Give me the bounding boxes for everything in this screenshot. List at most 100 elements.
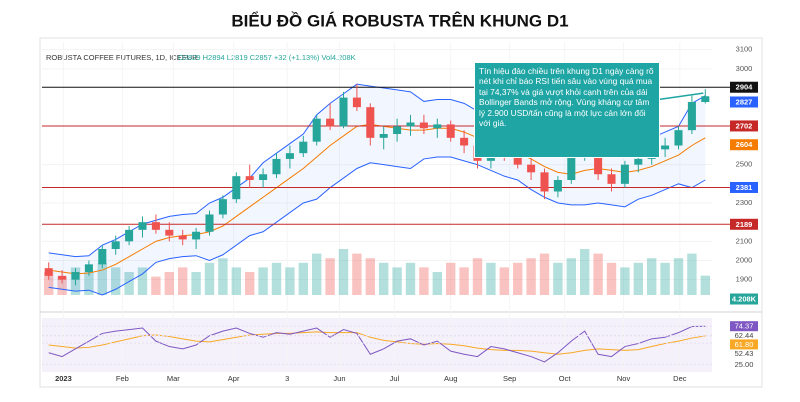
volume-bar xyxy=(218,258,228,295)
candle-body xyxy=(218,199,227,215)
candle-body xyxy=(366,107,375,138)
volume-bar xyxy=(285,267,295,295)
volume-bar xyxy=(405,262,416,295)
candle-body xyxy=(98,249,107,265)
volume-bar xyxy=(620,267,630,295)
candle-body xyxy=(701,96,710,102)
candle-body xyxy=(125,229,134,242)
rsi-band xyxy=(42,318,712,372)
volume-bar xyxy=(472,258,483,295)
candle-body xyxy=(58,275,67,280)
candle-body xyxy=(151,222,160,230)
volume-bar xyxy=(392,267,402,295)
x-tick-label: Oct xyxy=(559,374,572,383)
rsi-tick-label: 61.80 xyxy=(735,340,754,349)
x-tick-label: Dec xyxy=(673,374,687,383)
volume-bar xyxy=(57,276,67,295)
x-tick-label: Sep xyxy=(503,374,516,383)
candle-body xyxy=(513,157,522,165)
candle-body xyxy=(446,124,455,138)
volume-bar xyxy=(432,272,442,295)
y-tick-label: 1900 xyxy=(736,275,753,284)
volume-bar xyxy=(526,258,536,295)
rsi-tick-label: 25.00 xyxy=(735,360,754,369)
price-label-box xyxy=(730,218,758,230)
candle-body xyxy=(620,164,629,184)
volume-bar xyxy=(660,262,670,295)
candle-body xyxy=(460,137,469,146)
volume-bar xyxy=(553,262,563,295)
candle-body xyxy=(687,101,696,131)
rsi-label-box xyxy=(730,321,758,332)
candle-body xyxy=(165,229,174,236)
candle-body xyxy=(138,222,147,230)
candle-body xyxy=(661,145,670,150)
ohlc: O2829 H2894 L2819 C2857 +32 (+1.13%) Vol… xyxy=(178,53,356,62)
price-label: 2702 xyxy=(736,121,753,130)
y-tick-label: 2100 xyxy=(736,236,753,245)
volume-bar xyxy=(633,262,643,295)
price-label: 2604 xyxy=(736,140,754,149)
x-tick-label: Mar xyxy=(167,374,180,383)
x-tick-label: Nov xyxy=(617,374,631,383)
volume-bar xyxy=(84,272,94,295)
chart-title: BIỂU ĐỒ GIÁ ROBUSTA TRÊN KHUNG D1 xyxy=(231,11,568,30)
price-label-box xyxy=(730,120,758,132)
candle-body xyxy=(84,264,93,272)
overlay-line xyxy=(48,156,706,296)
chart-frame xyxy=(39,37,763,388)
x-tick-label: 2023 xyxy=(55,374,72,383)
candle-body xyxy=(285,153,294,159)
price-label: 2381 xyxy=(736,183,753,192)
candle-body xyxy=(553,180,562,192)
volume-bar xyxy=(700,275,710,295)
volume-bar xyxy=(44,272,54,295)
volume-bar xyxy=(687,253,697,295)
callout-arrow xyxy=(654,92,704,101)
annotation: Tín hiệu đảo chiều trên khung D1 ngày cà… xyxy=(474,62,660,158)
price-label: 2189 xyxy=(736,220,753,229)
volume-bar xyxy=(271,262,282,295)
candle-body xyxy=(352,97,361,108)
candle-body xyxy=(527,164,536,173)
candle-body xyxy=(205,214,214,232)
rsi-label-box xyxy=(730,339,758,350)
x-tick-label: Aug xyxy=(444,374,457,383)
candle-body xyxy=(419,122,428,129)
volume-bar xyxy=(459,267,469,295)
y-tick-label: 3100 xyxy=(736,45,753,54)
candle-body xyxy=(178,235,187,240)
volume-bar xyxy=(298,262,308,295)
volume-bar xyxy=(97,262,107,295)
candle-body xyxy=(245,176,254,180)
volume-bar xyxy=(647,258,657,295)
volume-bar xyxy=(379,262,389,295)
volume-bar xyxy=(231,267,241,295)
volume-bar xyxy=(593,253,603,295)
candle-body xyxy=(232,176,241,200)
candle-body xyxy=(607,174,616,184)
volume-bar xyxy=(124,272,134,295)
x-tick-label: 3 xyxy=(285,374,289,383)
volume-bar xyxy=(245,272,255,295)
volume-bar xyxy=(164,272,174,295)
candle-body xyxy=(111,241,120,249)
volume-bar xyxy=(446,262,456,295)
volume-bar xyxy=(151,276,161,295)
volume-bar xyxy=(111,267,121,295)
x-tick-label: Jun xyxy=(333,374,345,383)
candle-body xyxy=(192,231,201,240)
volume-bar xyxy=(204,262,215,295)
candle-body xyxy=(634,158,643,165)
volume-label: 4.208K xyxy=(732,294,757,303)
rsi-line xyxy=(48,325,706,363)
candle-body xyxy=(299,141,308,154)
volume-bar xyxy=(606,262,617,295)
volume-bar xyxy=(566,258,576,295)
rsi-tick-label: 52.43 xyxy=(735,349,754,358)
price-label: 2827 xyxy=(736,97,753,106)
candle-body xyxy=(379,134,388,138)
candle-body xyxy=(393,126,402,134)
